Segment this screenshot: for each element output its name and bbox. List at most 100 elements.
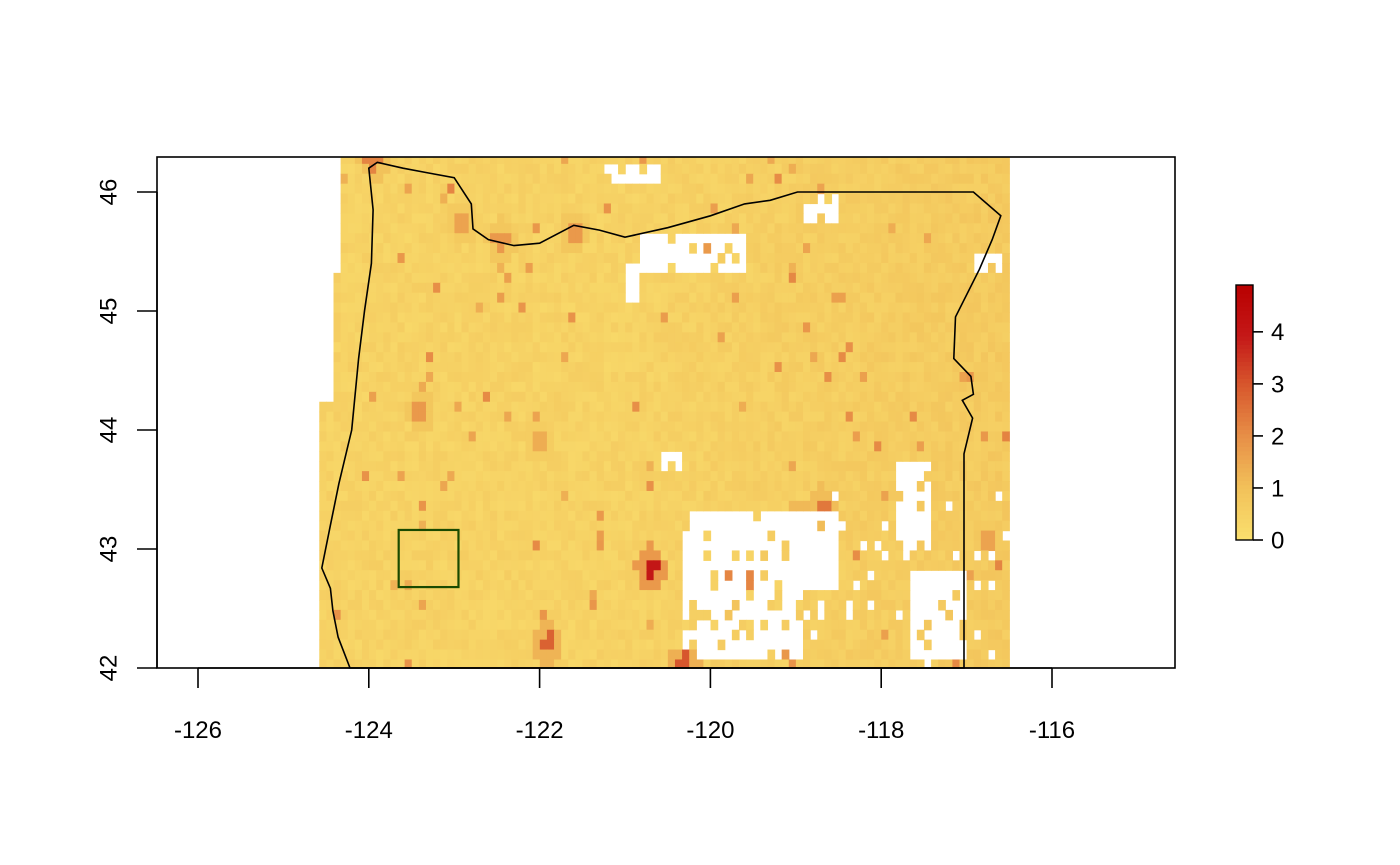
raster-cell bbox=[674, 272, 683, 284]
raster-cell bbox=[938, 431, 946, 442]
raster-cell bbox=[959, 372, 968, 383]
raster-cell bbox=[603, 590, 612, 601]
raster-cell bbox=[319, 619, 327, 631]
raster-cell bbox=[539, 223, 548, 234]
raster-cell bbox=[447, 292, 456, 304]
raster-cell bbox=[383, 649, 391, 661]
raster-cell bbox=[603, 431, 612, 442]
raster-cell bbox=[824, 332, 833, 343]
raster-cell bbox=[404, 342, 413, 353]
raster-cell bbox=[909, 282, 918, 294]
raster-cell bbox=[340, 580, 349, 591]
raster-cell bbox=[859, 163, 868, 175]
raster-cell bbox=[888, 243, 897, 254]
raster-cell bbox=[518, 342, 527, 353]
raster-cell bbox=[923, 173, 932, 185]
raster-cell bbox=[916, 421, 925, 433]
raster-cell bbox=[874, 461, 882, 472]
raster-cell bbox=[852, 451, 861, 462]
raster-cell bbox=[682, 193, 690, 205]
raster-cell bbox=[347, 193, 356, 205]
raster-cell bbox=[788, 342, 797, 353]
raster-cell bbox=[774, 362, 783, 373]
raster-cell bbox=[404, 471, 413, 482]
raster-cell bbox=[859, 619, 868, 631]
raster-cell bbox=[845, 362, 854, 373]
raster-cell bbox=[518, 282, 527, 294]
raster-cell bbox=[867, 213, 875, 224]
raster-cell bbox=[916, 372, 925, 383]
raster-cell bbox=[653, 223, 662, 234]
raster-cell bbox=[795, 599, 804, 611]
raster-cell bbox=[938, 253, 946, 264]
raster-cell bbox=[425, 322, 434, 333]
raster-cell bbox=[952, 471, 961, 482]
raster-cell bbox=[610, 550, 619, 561]
raster-cell bbox=[404, 411, 413, 423]
raster-cell bbox=[532, 193, 541, 205]
raster-cell bbox=[447, 253, 456, 264]
raster-cell bbox=[731, 173, 740, 185]
raster-cell bbox=[546, 609, 555, 621]
raster-cell bbox=[838, 381, 847, 393]
raster-cell bbox=[987, 322, 996, 333]
raster-cell bbox=[746, 312, 754, 324]
raster-cell bbox=[674, 609, 683, 621]
raster-cell bbox=[859, 481, 868, 492]
raster-cell bbox=[610, 629, 619, 641]
raster-cell bbox=[845, 233, 854, 244]
raster-cell bbox=[987, 560, 996, 571]
raster-cell bbox=[390, 223, 399, 234]
raster-cell bbox=[625, 619, 633, 631]
raster-cell bbox=[995, 441, 1003, 452]
raster-cell bbox=[376, 629, 384, 641]
raster-cell bbox=[468, 441, 477, 452]
raster-cell bbox=[838, 441, 847, 452]
raster-cell bbox=[760, 352, 769, 363]
raster-cell bbox=[440, 401, 448, 413]
raster-cell bbox=[810, 431, 818, 442]
raster-cell bbox=[347, 183, 356, 195]
raster-cell bbox=[810, 312, 818, 324]
raster-cell bbox=[959, 262, 968, 274]
raster-cell bbox=[738, 451, 747, 462]
colorbar-segment bbox=[1236, 297, 1253, 303]
raster-cell bbox=[589, 530, 598, 542]
raster-cell bbox=[881, 292, 889, 304]
raster-cell bbox=[497, 520, 505, 532]
raster-cell bbox=[682, 481, 690, 492]
raster-cell bbox=[490, 451, 498, 462]
raster-cell bbox=[845, 401, 854, 413]
raster-cell bbox=[902, 580, 911, 591]
raster-cell bbox=[952, 163, 961, 175]
raster-cell bbox=[689, 213, 697, 224]
raster-cell bbox=[959, 193, 968, 205]
raster-cell bbox=[888, 157, 897, 165]
raster-cell bbox=[639, 609, 648, 621]
raster-cell bbox=[518, 659, 527, 669]
raster-cell bbox=[938, 302, 946, 314]
raster-cell bbox=[326, 461, 335, 472]
raster-cell bbox=[781, 391, 790, 403]
raster-cell bbox=[838, 500, 847, 512]
raster-cell bbox=[625, 639, 633, 651]
raster-cell bbox=[916, 193, 925, 205]
raster-cell bbox=[376, 272, 384, 284]
raster-cell bbox=[689, 223, 697, 234]
raster-cell bbox=[931, 322, 939, 333]
raster-cell bbox=[767, 421, 776, 433]
raster-cell bbox=[724, 322, 733, 333]
raster-cell bbox=[504, 173, 512, 185]
raster-cell bbox=[425, 157, 434, 165]
raster-cell bbox=[653, 203, 662, 214]
raster-cell bbox=[867, 659, 875, 669]
raster-cell bbox=[404, 451, 413, 462]
raster-cell bbox=[987, 490, 996, 502]
raster-cell bbox=[319, 609, 327, 621]
raster-cell bbox=[902, 639, 911, 651]
raster-cell bbox=[511, 500, 520, 512]
raster-cell bbox=[539, 609, 548, 621]
raster-cell bbox=[902, 431, 911, 442]
raster-cell bbox=[554, 510, 562, 522]
raster-cell bbox=[703, 550, 712, 561]
